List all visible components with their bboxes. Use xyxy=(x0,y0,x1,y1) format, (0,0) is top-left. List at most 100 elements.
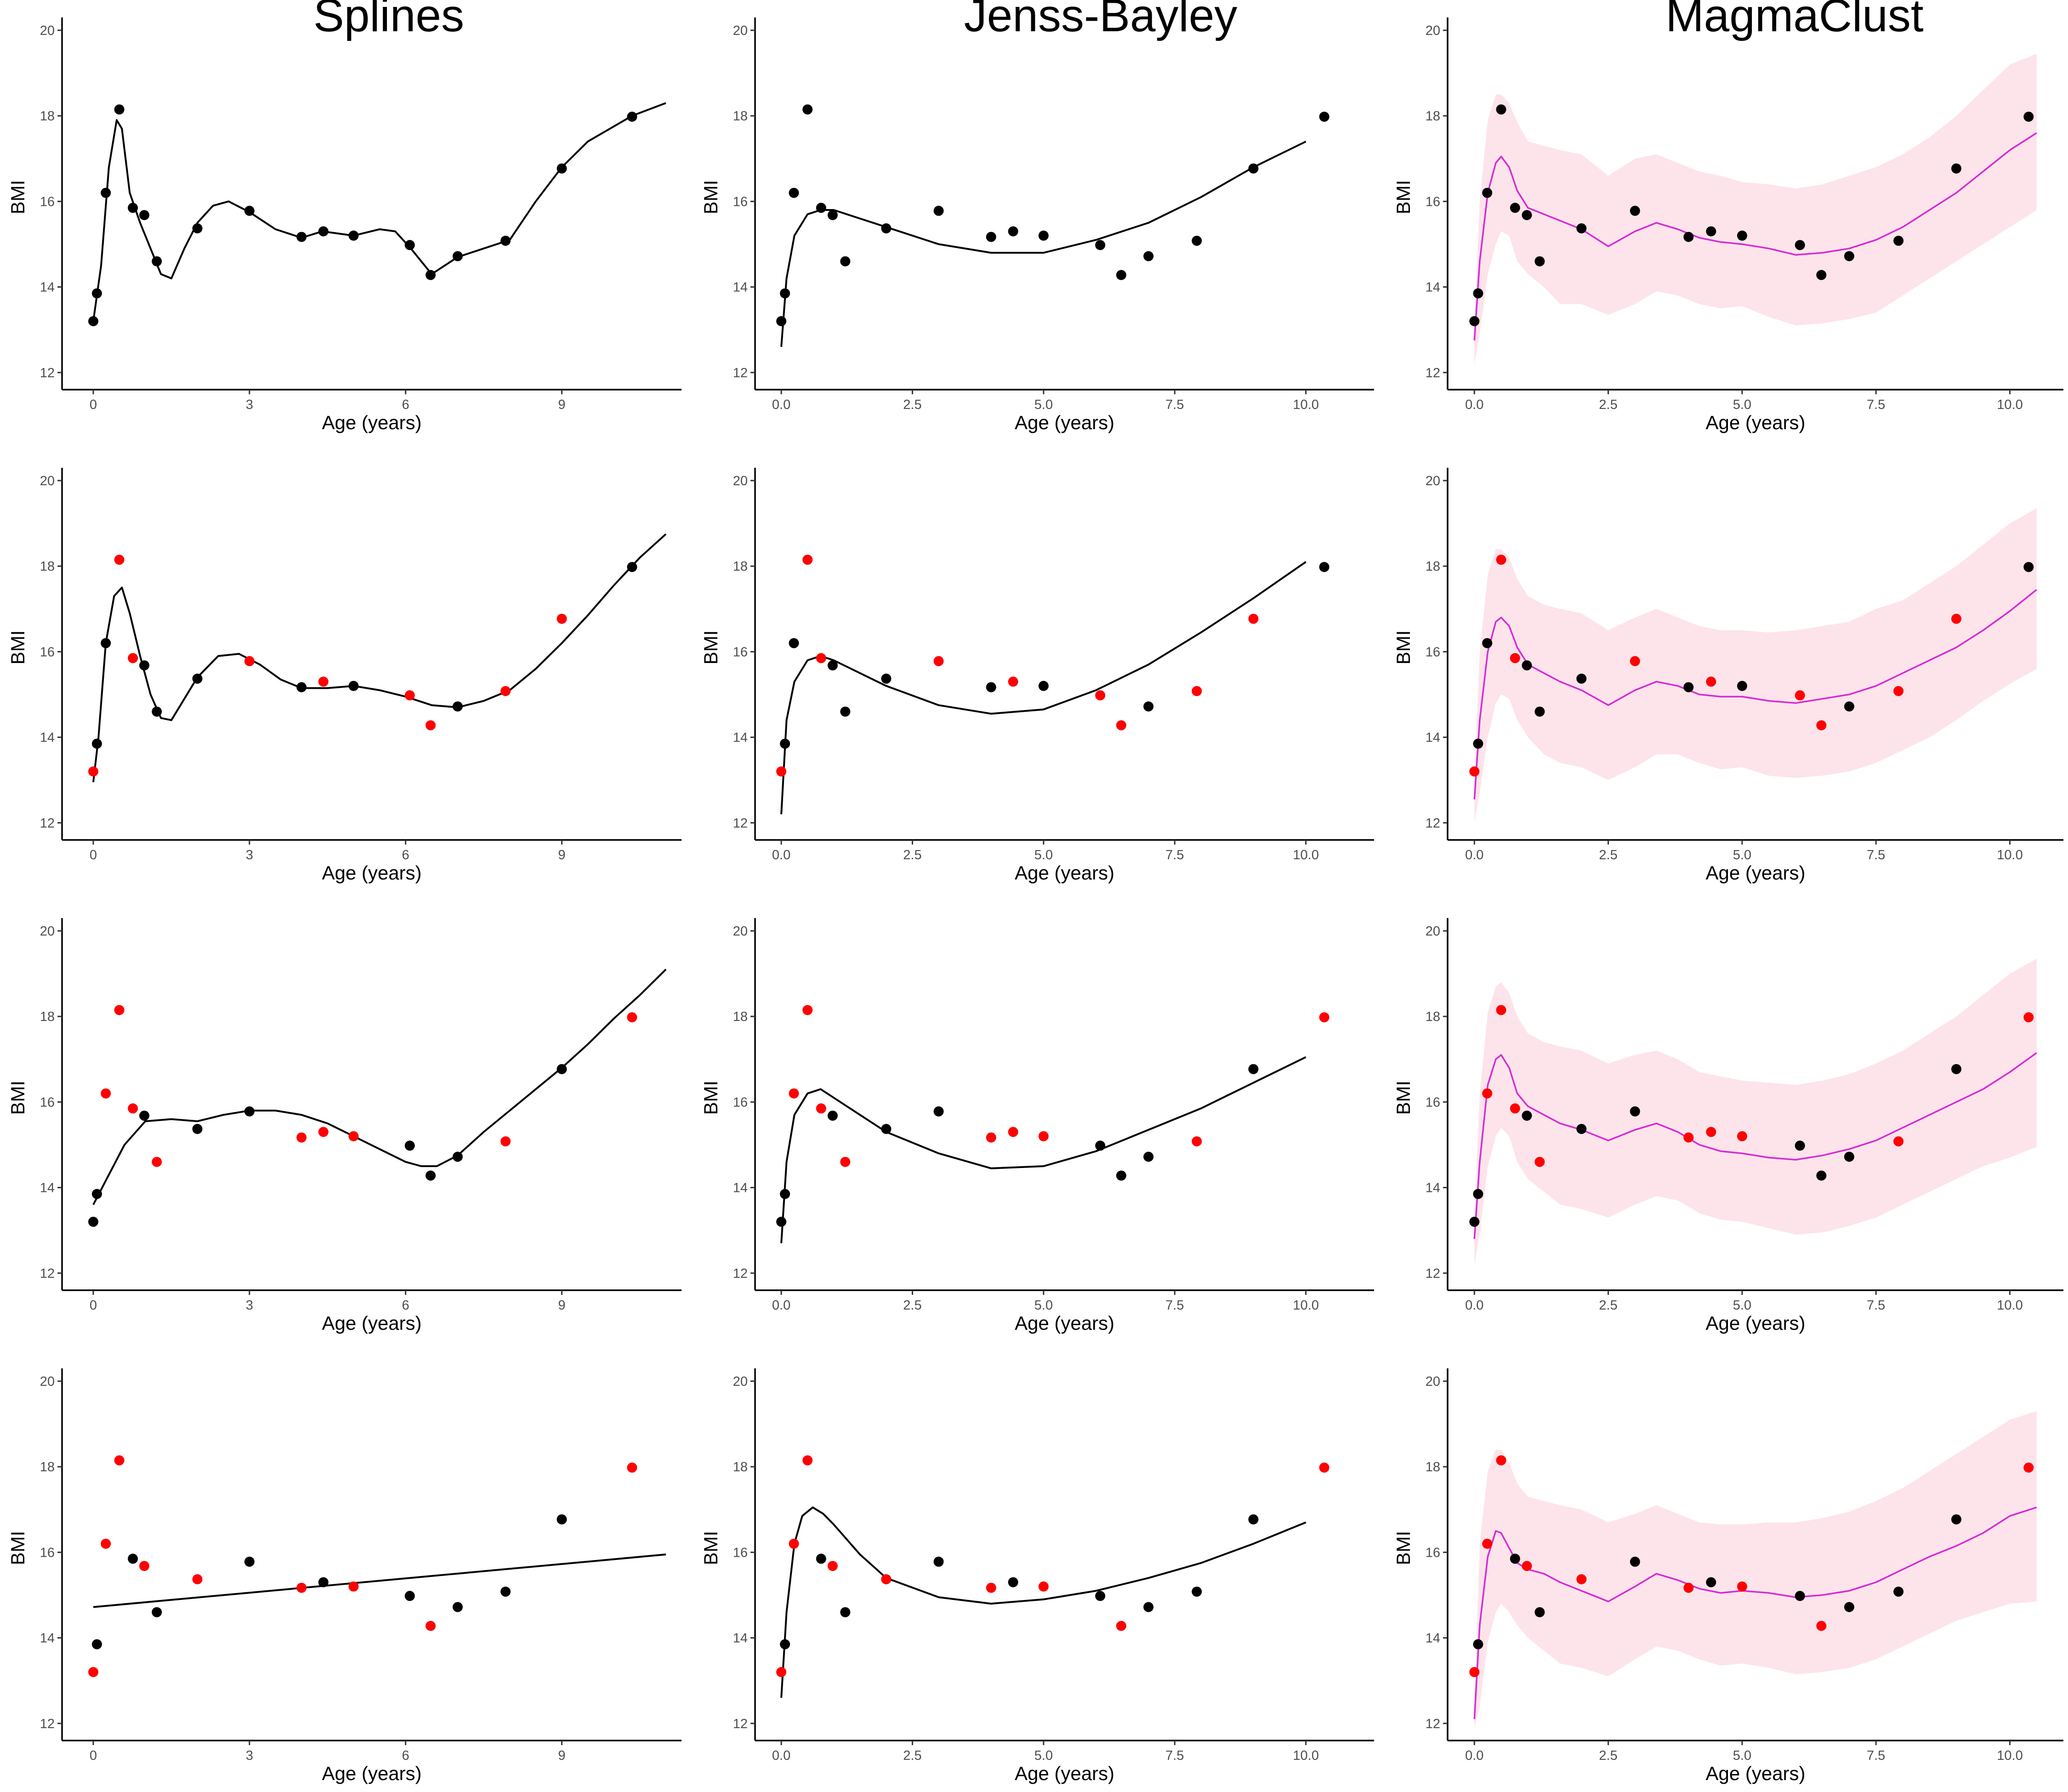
x-tick-label: 2.5 xyxy=(903,848,921,862)
observed-point xyxy=(192,1124,203,1134)
panel-row2-splines: 12 14 16 18 20 0 3 6 9 Age (years) BMI xyxy=(7,468,682,884)
y-tick-label: 14 xyxy=(1426,280,1440,295)
x-tick-label: 10.0 xyxy=(1997,1298,2023,1313)
y-axis-title: BMI xyxy=(7,1081,28,1115)
observed-point xyxy=(1143,1602,1154,1612)
observed-point xyxy=(1737,230,1747,241)
observed-point xyxy=(296,682,307,692)
x-tick-label: 0.0 xyxy=(1465,1298,1483,1313)
x-tick-label: 10.0 xyxy=(1293,1748,1318,1763)
column-title-jenss-bayley: Jenss-Bayley xyxy=(964,0,1238,41)
y-tick-label: 12 xyxy=(40,366,55,380)
observed-point xyxy=(1795,1140,1805,1151)
observed-point xyxy=(986,232,996,242)
held-out-point xyxy=(1038,1131,1049,1141)
observed-point xyxy=(1630,205,1640,216)
magma-mean-line xyxy=(1473,589,2037,800)
y-tick-label: 16 xyxy=(1426,194,1440,209)
held-out-point xyxy=(557,613,567,624)
held-out-point xyxy=(1630,656,1640,666)
splines-fit-line xyxy=(92,533,667,783)
observed-point xyxy=(1576,1124,1587,1134)
magma-mean-line xyxy=(1473,132,2037,341)
observed-point xyxy=(348,230,359,241)
y-axis-title: BMI xyxy=(7,630,28,665)
held-out-point xyxy=(1248,613,1259,624)
held-out-point xyxy=(802,1005,813,1015)
x-tick-label: 3 xyxy=(246,1748,253,1763)
observed-point xyxy=(1496,104,1506,115)
held-out-point xyxy=(2023,1012,2034,1022)
credible-band xyxy=(1474,1411,2037,1728)
observed-point xyxy=(1319,112,1329,122)
observed-point xyxy=(91,1639,102,1650)
observed-point xyxy=(1143,251,1154,261)
x-tick-label: 7.5 xyxy=(1165,1298,1184,1313)
held-out-point xyxy=(1192,686,1202,696)
observed-point xyxy=(152,706,162,717)
held-out-point xyxy=(318,1127,329,1137)
held-out-point xyxy=(296,1582,307,1593)
x-axis-title: Age (years) xyxy=(1015,412,1114,433)
y-tick-label: 12 xyxy=(1426,366,1440,380)
y-tick-label: 20 xyxy=(1426,474,1440,488)
x-tick-label: 2.5 xyxy=(1599,1748,1617,1763)
observed-point xyxy=(500,236,511,246)
held-out-point xyxy=(1683,1132,1694,1143)
observed-point xyxy=(1630,1556,1640,1567)
held-out-point xyxy=(101,1088,111,1099)
x-tick-label: 10.0 xyxy=(1997,397,2023,412)
y-tick-label: 20 xyxy=(40,474,55,488)
held-out-point xyxy=(500,1136,511,1146)
observed-point xyxy=(1522,660,1532,671)
observed-point xyxy=(840,1607,851,1617)
y-tick-label: 14 xyxy=(1426,1631,1440,1646)
held-out-point xyxy=(88,1667,98,1677)
y-tick-label: 20 xyxy=(40,1374,55,1389)
x-tick-label: 10.0 xyxy=(1997,1748,2023,1763)
observed-point xyxy=(1116,1170,1126,1181)
x-tick-label: 0.0 xyxy=(1465,397,1483,412)
y-tick-label: 12 xyxy=(733,1266,748,1281)
held-out-point xyxy=(816,1103,826,1114)
x-tick-label: 5.0 xyxy=(1733,397,1751,412)
held-out-point xyxy=(827,1561,838,1571)
magma-mean-line xyxy=(1473,1506,2037,1719)
y-tick-label: 14 xyxy=(733,1631,748,1646)
observed-point xyxy=(780,1189,790,1199)
x-tick-label: 6 xyxy=(402,1748,409,1763)
held-out-point xyxy=(1706,1127,1716,1137)
y-tick-label: 18 xyxy=(1426,1009,1440,1024)
observed-point xyxy=(1510,203,1520,213)
jenss-fit-line xyxy=(780,141,1307,347)
held-out-point xyxy=(348,1581,359,1592)
observed-point xyxy=(318,226,329,237)
x-tick-label: 7.5 xyxy=(1165,397,1184,412)
observed-point xyxy=(827,1111,838,1121)
panel-row3-splines: 12 14 16 18 20 0 3 6 9 Age (years) BMI xyxy=(7,918,682,1334)
observed-point xyxy=(840,706,851,717)
x-tick-label: 3 xyxy=(246,848,253,862)
held-out-point xyxy=(1038,1581,1049,1592)
held-out-point xyxy=(1706,676,1716,687)
y-tick-label: 12 xyxy=(40,1717,55,1731)
observed-point xyxy=(404,1591,415,1601)
held-out-point xyxy=(114,555,125,565)
held-out-point xyxy=(2023,1463,2034,1473)
observed-point xyxy=(1576,223,1587,233)
x-tick-label: 2.5 xyxy=(1599,397,1617,412)
x-tick-label: 2.5 xyxy=(903,1748,921,1763)
observed-point xyxy=(128,1554,138,1564)
observed-point xyxy=(1095,1591,1106,1601)
y-axis-title: BMI xyxy=(1392,1081,1414,1115)
held-out-point xyxy=(816,653,826,663)
observed-point xyxy=(1795,1591,1805,1601)
held-out-point xyxy=(426,720,436,731)
observed-point xyxy=(1951,163,1961,174)
y-tick-label: 12 xyxy=(1426,1266,1440,1281)
y-tick-label: 14 xyxy=(733,1181,748,1196)
y-axis-title: BMI xyxy=(1392,630,1414,665)
observed-point xyxy=(2023,112,2034,122)
observed-point xyxy=(933,1556,944,1567)
held-out-point xyxy=(840,1157,851,1167)
